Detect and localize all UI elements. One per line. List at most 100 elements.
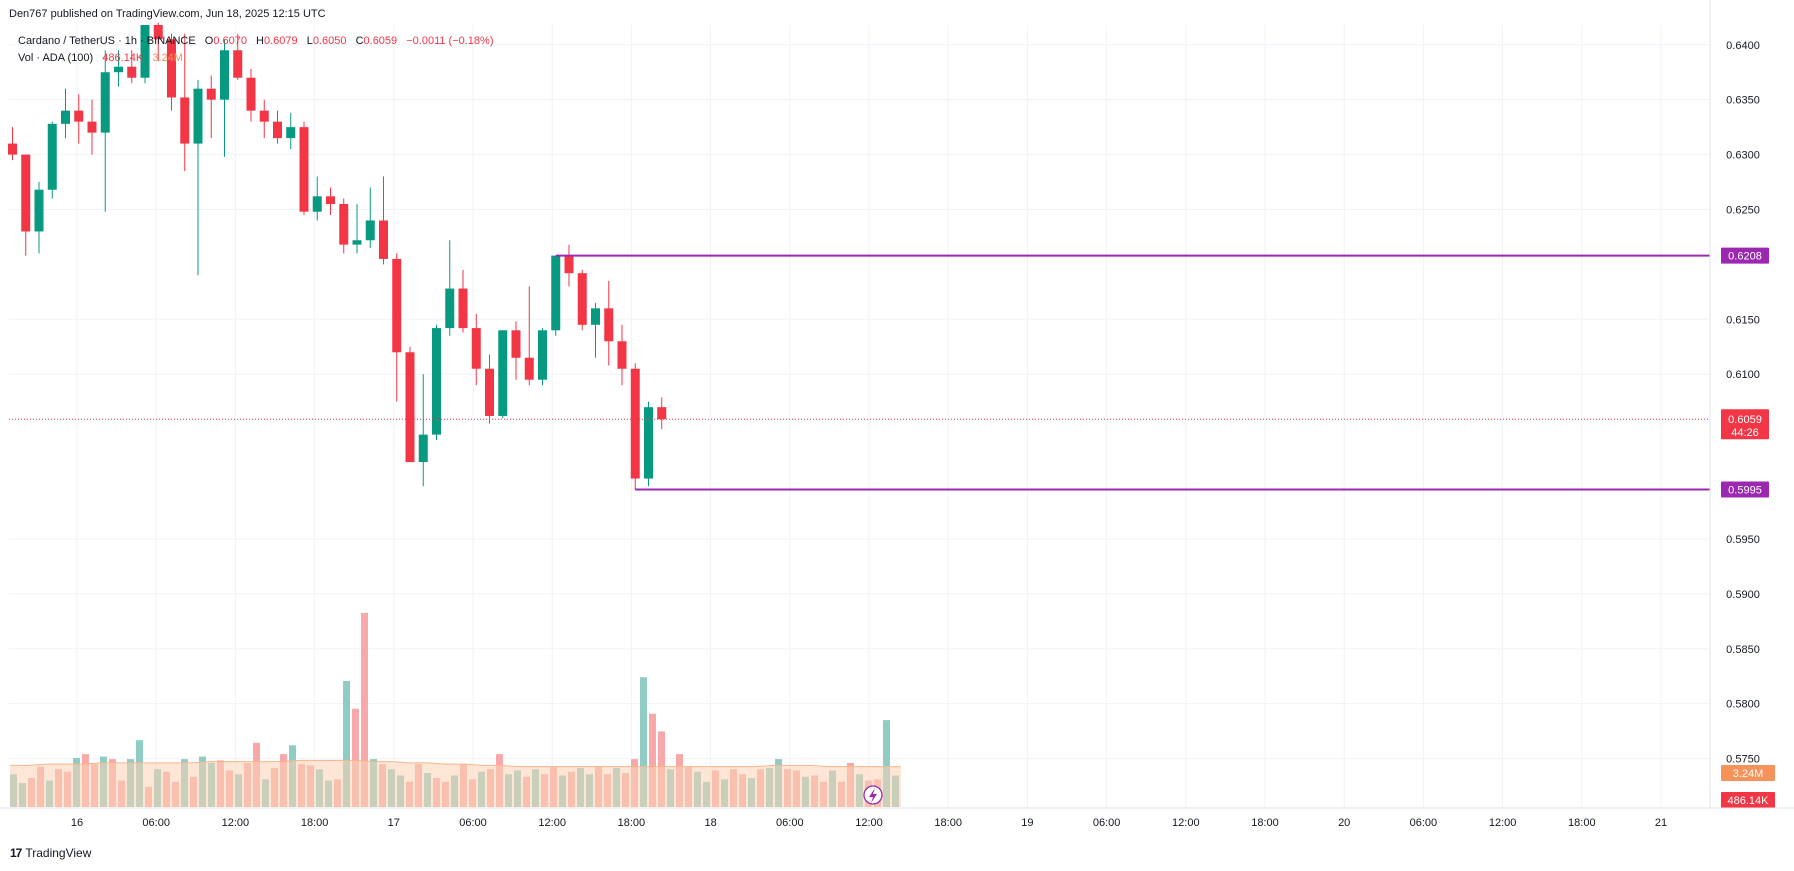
volume-ma-value: 3.24M (152, 52, 183, 64)
candle-body (259, 110, 269, 122)
time-axis[interactable]: 16 06:00 12:00 18:00 17 06:00 12:00 18:00 18 06:0… (0, 807, 1794, 829)
candle-body (392, 258, 402, 353)
candle (312, 176, 322, 221)
candle (8, 127, 17, 161)
candle-body (485, 368, 494, 416)
candle-body (445, 288, 455, 329)
volume-label[interactable]: Vol · ADA (100) (18, 52, 94, 64)
candle (352, 204, 362, 254)
candle (167, 33, 176, 111)
tradingview-logo[interactable]: 17 TradingView (10, 846, 91, 860)
time-tick-label: 12:00 (538, 817, 566, 829)
candle (564, 244, 574, 287)
candle (61, 88, 70, 139)
candle-body (153, 25, 163, 40)
candle-body (8, 143, 17, 155)
candle (87, 99, 97, 155)
candle (140, 25, 150, 84)
candle (100, 50, 110, 212)
candle (471, 313, 481, 386)
candle (458, 269, 468, 333)
candle (259, 99, 269, 139)
low-label: L (306, 35, 313, 47)
symbol-title[interactable]: Cardano / TetherUS · 1h · BINANCE (18, 35, 196, 47)
candle-body (193, 88, 203, 144)
candle-body (458, 288, 468, 329)
candle-body (206, 88, 216, 100)
candle-body (564, 255, 574, 274)
level-marker-label: 0.5995 (1728, 485, 1762, 497)
candle-body (220, 50, 229, 100)
volume-ma-area (10, 760, 901, 807)
level-marker (1721, 247, 1769, 264)
candle (180, 33, 190, 172)
candle-body (471, 328, 481, 369)
candle-body (511, 330, 521, 358)
replay-lightning-icon[interactable] (863, 785, 883, 805)
candle-body (551, 255, 561, 331)
candle-body (47, 123, 57, 190)
price-tick-label: 0.5950 (1726, 534, 1760, 546)
volume-ma-line (10, 759, 901, 768)
candle (233, 33, 243, 80)
candle (630, 363, 640, 490)
time-tick-label: 21 (1655, 817, 1667, 829)
candle-body (167, 39, 176, 98)
volume-bar (649, 713, 656, 807)
candle (604, 280, 614, 366)
volume-legend[interactable]: Vol · ADA (100) 486.14K 3.24M (18, 52, 183, 64)
candle (657, 397, 667, 430)
time-tick-label: 20 (1338, 817, 1350, 829)
candle (432, 324, 441, 441)
candle-body (630, 368, 640, 479)
time-tick-label: 18:00 (1251, 817, 1279, 829)
candle (220, 39, 229, 157)
volume-bar (640, 677, 647, 807)
candle (644, 401, 653, 487)
candle (339, 198, 349, 254)
candle-body (538, 330, 547, 380)
price-axis[interactable]: 0.6400 0.6350 0.6300 0.6250 0.6150 0.6100 0.59… (1709, 0, 1775, 808)
candle (47, 121, 57, 199)
candle (511, 321, 521, 380)
time-tick-label: 16 (71, 817, 83, 829)
candles (8, 22, 667, 490)
candle-body (180, 97, 190, 144)
candle-body (87, 121, 97, 133)
candle (577, 269, 587, 331)
time-tick-label: 06:00 (459, 817, 487, 829)
candle (114, 50, 123, 87)
candle (74, 94, 84, 144)
candle-body (34, 189, 44, 232)
time-tick-label: 12:00 (222, 817, 250, 829)
open-value: 0.6070 (213, 35, 247, 47)
time-tick-label: 18:00 (301, 817, 329, 829)
price-tick-label: 0.5850 (1726, 644, 1760, 656)
volume-value: 486.14K (102, 52, 144, 64)
candle-body (339, 204, 349, 245)
time-tick-label: 18:00 (1568, 817, 1596, 829)
time-tick-label: 12:00 (855, 817, 883, 829)
time-tick-label: 17 (388, 817, 400, 829)
candle-body (74, 110, 84, 122)
symbol-legend[interactable]: Cardano / TetherUS · 1h · BINANCE O0.607… (18, 35, 493, 47)
candle-body (326, 196, 335, 205)
candle-body (127, 66, 137, 78)
close-value: 0.6059 (363, 35, 398, 47)
time-tick-label: 06:00 (1410, 817, 1438, 829)
candle-body (61, 110, 70, 124)
candle-body (591, 308, 600, 325)
volume-bar (361, 612, 368, 807)
candle (524, 286, 534, 386)
volume-marker-label: 3.24M (1733, 768, 1764, 780)
current-price-label: 0.6059 (1728, 414, 1762, 426)
volume-pane (10, 612, 901, 807)
level-marker-label: 0.6208 (1728, 251, 1762, 263)
volume-bar (343, 681, 350, 807)
low-value: 0.6050 (312, 35, 347, 47)
candle-body (299, 127, 309, 212)
candle-body (273, 121, 282, 139)
horizontal-levels[interactable] (9, 254, 1710, 491)
candle (326, 187, 335, 215)
